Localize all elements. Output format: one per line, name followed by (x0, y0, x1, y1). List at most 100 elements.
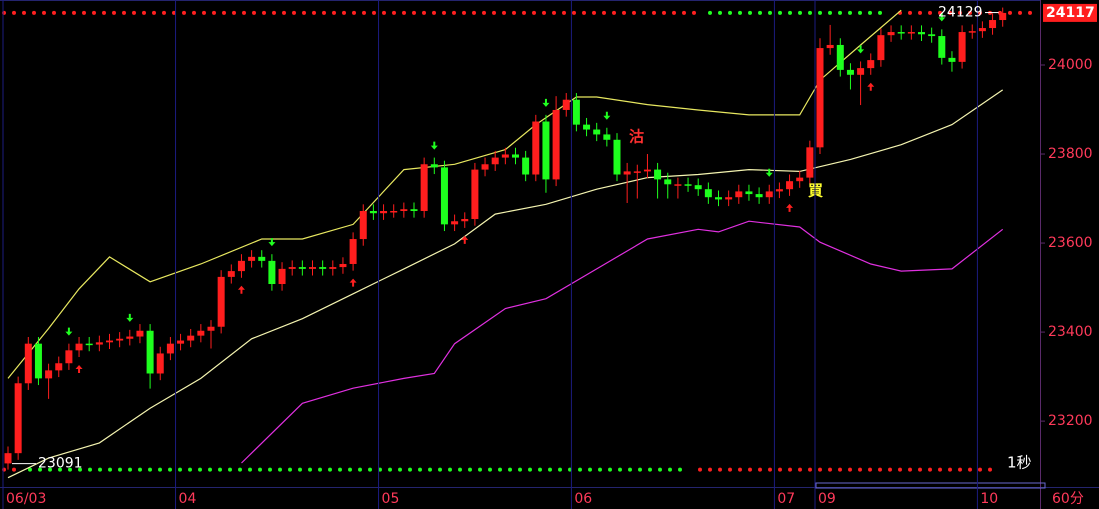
candle-body (217, 276, 225, 327)
x-tick-label: 06/03 (6, 491, 46, 507)
candle-body (836, 44, 844, 70)
band-line (241, 220, 1004, 464)
candle-body (522, 157, 530, 175)
candle-body (745, 191, 753, 195)
scroll-bar[interactable] (815, 482, 1046, 489)
candle-body (918, 32, 925, 35)
candle-body (136, 330, 144, 337)
candle-body (410, 209, 418, 212)
candle-body (339, 263, 347, 268)
x-tick-label: 07 (777, 491, 795, 507)
candle-body (989, 20, 997, 29)
candle-body (806, 147, 814, 178)
candle-body (85, 343, 93, 346)
candle-body (14, 383, 22, 454)
band-line (7, 89, 1004, 479)
candle-body (735, 191, 743, 198)
candle-body (796, 177, 804, 182)
candle-body (156, 353, 164, 374)
candle-body (24, 343, 32, 384)
candle-body (623, 171, 631, 175)
last-price-box (1043, 3, 1097, 22)
y-tick-label: 23400 (1048, 324, 1093, 340)
candle-body (187, 335, 195, 341)
candle-body (887, 32, 895, 36)
candle-body (298, 267, 306, 269)
candle-body (359, 211, 367, 240)
candle-body (684, 184, 692, 186)
x-tick-label: 09 (818, 491, 836, 507)
up-arrow (349, 278, 357, 287)
down-arrow (542, 98, 550, 107)
candle-body (471, 169, 479, 220)
candle-body (613, 139, 621, 175)
up-arrow (786, 203, 794, 212)
candle-body (45, 370, 53, 379)
candle-body (948, 57, 956, 62)
candle-body (146, 330, 154, 374)
candle-body (461, 219, 469, 222)
candle-body (319, 267, 327, 269)
candle-body (694, 185, 702, 190)
x-tick-label: 05 (382, 491, 400, 507)
candle-body (562, 99, 570, 110)
candle-body (329, 267, 337, 269)
candle-body (633, 171, 641, 173)
plot-area (2, 7, 1038, 479)
candle-body (390, 211, 398, 213)
candle-body (857, 68, 865, 75)
y-tick-label: 23600 (1048, 235, 1093, 251)
candle-body (542, 121, 550, 180)
candle-body (755, 194, 763, 198)
candle-body (177, 340, 185, 344)
candle-body (978, 28, 986, 32)
candle-body (583, 124, 591, 130)
candle-body (227, 271, 235, 277)
candle-body (491, 157, 499, 165)
candle-body (237, 260, 245, 272)
candle-body (268, 260, 276, 285)
candle-body (55, 363, 63, 371)
candle-body (278, 268, 286, 285)
candle-body (897, 32, 905, 34)
candle-body (552, 109, 560, 180)
candle-body (4, 453, 12, 464)
candle-body (532, 121, 540, 175)
candle-body (166, 343, 174, 354)
candle-body (765, 191, 773, 198)
y-tick-label: 23200 (1048, 413, 1093, 429)
candle-body (775, 189, 783, 192)
candle-body (481, 164, 489, 170)
high-label: 24129 (938, 5, 983, 21)
candle-body (75, 343, 83, 351)
candle-body (654, 169, 662, 180)
candle-body (440, 167, 448, 225)
y-tick-label: 23800 (1048, 146, 1093, 162)
refresh-label: 1秒 (1007, 454, 1032, 472)
candle-body (826, 44, 834, 49)
candle-body (106, 340, 113, 343)
candle-body (95, 342, 103, 345)
candle-body (451, 221, 459, 225)
up-arrow (461, 235, 469, 244)
candle-body (603, 134, 611, 140)
candle-body (846, 69, 854, 75)
up-arrow (867, 82, 875, 91)
candle-body (34, 343, 42, 379)
candle-body (928, 34, 936, 37)
low-label: 23091 (38, 456, 83, 472)
candle-body (958, 32, 966, 62)
candle-body (999, 12, 1007, 21)
up-arrow (75, 365, 83, 374)
candle-body (65, 350, 73, 364)
candle-body (126, 336, 134, 339)
down-arrow (268, 238, 276, 247)
candle-body (430, 164, 438, 168)
candle-body (207, 326, 215, 331)
candle-body (420, 164, 428, 212)
candle-body (309, 267, 316, 269)
x-tick-label: 04 (179, 491, 197, 507)
